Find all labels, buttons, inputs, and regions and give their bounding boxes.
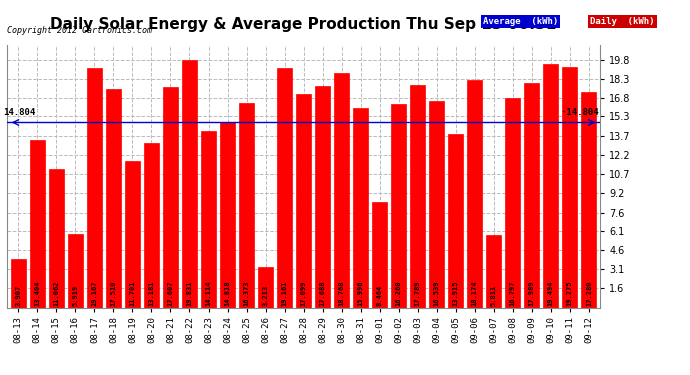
Bar: [182, 60, 197, 308]
Bar: [505, 98, 520, 308]
Text: 17.989: 17.989: [529, 280, 535, 306]
Text: Average  (kWh): Average (kWh): [483, 17, 558, 26]
Bar: [486, 235, 502, 308]
Text: 11.062: 11.062: [53, 280, 59, 306]
Text: 16.539: 16.539: [434, 280, 440, 306]
Bar: [448, 134, 464, 308]
Bar: [391, 104, 406, 308]
Bar: [144, 143, 159, 308]
Text: 5.811: 5.811: [491, 284, 497, 306]
Text: Daily  (kWh): Daily (kWh): [590, 17, 654, 26]
Text: 16.797: 16.797: [510, 280, 516, 306]
Text: 16.373: 16.373: [244, 280, 250, 306]
Bar: [125, 161, 140, 308]
Bar: [277, 68, 292, 308]
Text: 17.280: 17.280: [586, 280, 592, 306]
Bar: [258, 267, 273, 308]
Bar: [410, 85, 425, 308]
Bar: [239, 103, 254, 308]
Text: 18.768: 18.768: [339, 280, 344, 306]
Bar: [220, 122, 235, 308]
Text: 19.275: 19.275: [567, 280, 573, 306]
Bar: [163, 87, 178, 308]
Text: 17.688: 17.688: [319, 280, 326, 306]
Bar: [429, 101, 444, 308]
Bar: [49, 169, 64, 308]
Text: 19.167: 19.167: [91, 280, 97, 306]
Text: 8.464: 8.464: [377, 284, 383, 306]
Text: 13.404: 13.404: [34, 280, 40, 306]
Text: 14.804: 14.804: [3, 108, 35, 117]
Bar: [201, 131, 216, 308]
Text: ·14.804: ·14.804: [561, 108, 598, 117]
Text: Daily Solar Energy & Average Production Thu Sep 13 06:31: Daily Solar Energy & Average Production …: [50, 17, 557, 32]
Bar: [296, 94, 311, 308]
Text: 17.099: 17.099: [301, 280, 306, 306]
Text: 13.181: 13.181: [148, 280, 155, 306]
Text: 14.114: 14.114: [206, 280, 212, 306]
Bar: [106, 88, 121, 308]
Bar: [30, 140, 45, 308]
Bar: [543, 64, 558, 308]
Text: 16.268: 16.268: [395, 280, 402, 306]
Text: 17.510: 17.510: [110, 280, 117, 306]
Bar: [581, 92, 596, 308]
Text: 15.996: 15.996: [357, 280, 364, 306]
Text: Copyright 2012 Cartronics.com: Copyright 2012 Cartronics.com: [7, 26, 152, 35]
Text: 3.213: 3.213: [263, 284, 268, 306]
Bar: [467, 80, 482, 308]
Text: 11.701: 11.701: [130, 280, 135, 306]
Bar: [68, 234, 83, 308]
Bar: [372, 202, 387, 308]
Bar: [315, 86, 331, 308]
Text: 18.174: 18.174: [472, 280, 477, 306]
Bar: [11, 259, 26, 308]
Bar: [334, 73, 349, 308]
Bar: [87, 68, 102, 308]
Text: 13.915: 13.915: [453, 280, 459, 306]
Text: 19.831: 19.831: [186, 280, 193, 306]
Bar: [524, 82, 540, 308]
Text: 3.907: 3.907: [15, 284, 21, 306]
Bar: [562, 67, 578, 308]
Text: 17.607: 17.607: [168, 280, 173, 306]
Text: 19.161: 19.161: [282, 280, 288, 306]
Bar: [353, 108, 368, 307]
Text: 19.494: 19.494: [548, 280, 554, 306]
Text: 17.789: 17.789: [415, 280, 421, 306]
Text: 14.818: 14.818: [224, 280, 230, 306]
Text: 5.919: 5.919: [72, 284, 79, 306]
